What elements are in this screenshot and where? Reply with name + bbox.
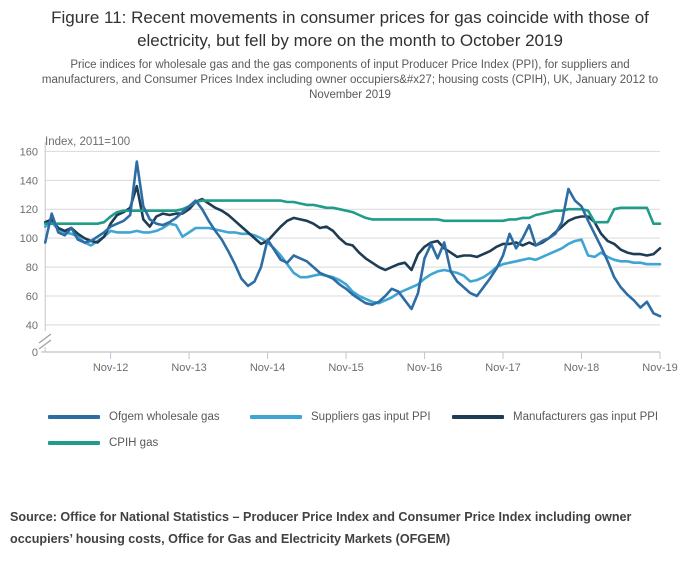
legend-label: CPIH gas <box>109 437 159 449</box>
legend-swatch-suppliers <box>250 415 302 419</box>
y-tick-label: 60 <box>26 291 38 303</box>
chart-area: 0 40 60 80 100 120 140 160 Nov-12 Nov-13 Nov-14 Nov… <box>0 128 700 388</box>
x-tick-label: Nov-16 <box>407 362 442 374</box>
x-tick-label: Nov-15 <box>328 362 363 374</box>
legend-label: Manufacturers gas input PPI <box>513 411 659 423</box>
axis-break-icon <box>38 339 52 350</box>
legend: Ofgem wholesale gas Suppliers gas input … <box>0 405 700 465</box>
legend-swatch-cpih <box>48 441 100 445</box>
source-text: Source: Office for National Statistics –… <box>10 510 632 547</box>
legend-item-manufacturers: Manufacturers gas input PPI <box>452 411 658 423</box>
y-axis-unit-label: Index, 2011=100 <box>45 136 131 148</box>
series-line-ofgem-wholesale-gas <box>43 160 662 318</box>
x-tick-label: Nov-12 <box>93 362 128 374</box>
x-tick-label: Nov-13 <box>171 362 206 374</box>
figure-subtitle: Price indices for wholesale gas and the … <box>41 59 659 102</box>
legend-item-ofgem: Ofgem wholesale gas <box>48 411 220 423</box>
legend-swatch-ofgem <box>48 415 100 419</box>
legend-swatch-manufacturers <box>452 415 504 419</box>
axis-break-icon <box>38 333 52 344</box>
series-line-cpih-gas <box>43 199 662 225</box>
legend-item-suppliers: Suppliers gas input PPI <box>250 411 431 423</box>
y-tick-label: 40 <box>26 320 38 332</box>
y-tick-label: 140 <box>20 175 38 187</box>
y-tick-label: 100 <box>20 233 38 245</box>
series-line-suppliers-gas-input-ppi <box>43 220 662 305</box>
y-tick-label: 120 <box>20 204 38 216</box>
x-tick-label: Nov-17 <box>485 362 520 374</box>
legend-item-cpih: CPIH gas <box>48 437 158 449</box>
y-tick-label: 160 <box>20 146 38 158</box>
x-tick-label: Nov-14 <box>250 362 285 374</box>
legend-label: Suppliers gas input PPI <box>311 411 431 423</box>
y-tick-label: 80 <box>26 262 38 274</box>
x-tick-label: Nov-19 <box>642 362 677 374</box>
chart-canvas: 0 40 60 80 100 120 140 160 Nov-12 Nov-13 Nov-14 Nov… <box>20 142 678 374</box>
legend-label: Ofgem wholesale gas <box>109 411 220 423</box>
y-tick-label: 0 <box>32 347 38 359</box>
x-tick-label: Nov-18 <box>564 362 599 374</box>
figure-title: Figure 11: Recent movements in consumer … <box>51 8 649 50</box>
